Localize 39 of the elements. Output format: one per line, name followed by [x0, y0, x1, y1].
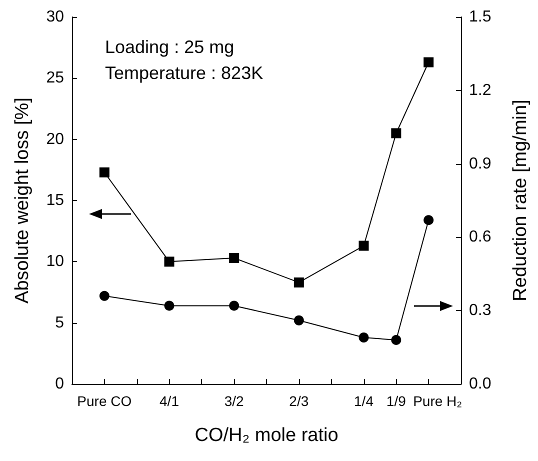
y-tick-label: 30 [46, 8, 64, 26]
y2-tick-label: 0.0 [469, 376, 492, 392]
y-tick-label: 10 [46, 253, 64, 270]
y-tick-label: 0 [55, 376, 64, 392]
point [358, 240, 369, 251]
x-tick-label: 2/3 [289, 393, 309, 409]
point [229, 300, 240, 311]
point [164, 256, 174, 267]
y-tick-label: 5 [55, 314, 64, 332]
point [358, 332, 369, 343]
y2-tick-label: 0.6 [469, 228, 492, 246]
y-axis-title: Absolute weight loss [%] [12, 98, 33, 304]
y-tick-label: 15 [46, 192, 64, 209]
x-tick-label: Pure H₂ [413, 393, 462, 409]
y2-tick-label: 0.3 [469, 302, 492, 320]
x-tick-label: 4/1 [160, 393, 180, 409]
point [391, 128, 402, 138]
y-tick-label: 25 [46, 70, 64, 87]
point [229, 252, 240, 263]
point [424, 215, 434, 226]
y-tick-label: 20 [46, 130, 64, 148]
point [294, 315, 304, 326]
point [294, 277, 304, 288]
annotation: Loading : 25 mg [105, 37, 234, 57]
x-axis-title: CO/H₂ mole ratio [194, 425, 338, 446]
annotation: Temperature : 823K [105, 63, 264, 83]
x-tick-label: 3/2 [224, 393, 244, 409]
point [99, 167, 110, 178]
y2-tick-label: 1.5 [469, 8, 492, 26]
point [164, 300, 174, 311]
y2-tick-label: 0.9 [469, 155, 492, 172]
point [99, 290, 110, 301]
x-tick-label: Pure CO [77, 393, 132, 409]
point [424, 57, 434, 68]
x-tick-label: 1/4 [354, 393, 374, 409]
x-tick-label: 1/9 [386, 393, 406, 409]
y2-axis-title: Reduction rate [mg/min] [510, 100, 531, 302]
y2-tick-label: 1.2 [469, 82, 492, 99]
point [391, 334, 402, 345]
